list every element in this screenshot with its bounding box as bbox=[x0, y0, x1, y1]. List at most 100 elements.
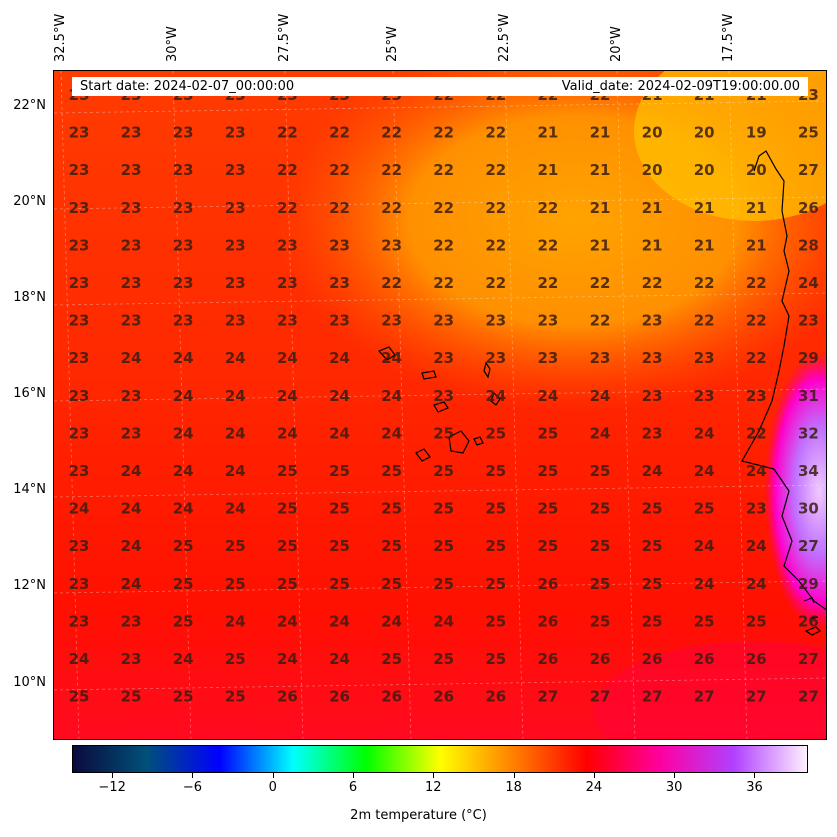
temperature-value: 25 bbox=[537, 500, 558, 518]
colorbar-tick-label: 0 bbox=[268, 780, 277, 795]
meridian-line bbox=[60, 71, 80, 739]
longitude-label: 17.5°W bbox=[721, 13, 736, 62]
longitude-label: 27.5°W bbox=[277, 13, 292, 62]
temperature-value: 25 bbox=[225, 575, 246, 593]
temperature-value: 24 bbox=[329, 612, 350, 630]
temperature-value: 25 bbox=[642, 575, 663, 593]
temperature-value: 21 bbox=[590, 236, 611, 254]
meridian-line bbox=[172, 71, 192, 739]
temperature-value: 25 bbox=[381, 537, 402, 555]
temperature-value: 27 bbox=[537, 688, 558, 706]
temperature-value: 23 bbox=[485, 349, 506, 367]
temperature-value: 21 bbox=[537, 124, 558, 142]
temperature-value: 25 bbox=[381, 650, 402, 668]
temperature-value: 26 bbox=[746, 650, 767, 668]
temperature-value: 26 bbox=[329, 688, 350, 706]
temperature-value: 22 bbox=[485, 124, 506, 142]
temperature-value: 22 bbox=[381, 199, 402, 217]
temperature-value: 24 bbox=[69, 500, 90, 518]
temperature-value: 23 bbox=[537, 349, 558, 367]
warm-region-coast bbox=[764, 351, 826, 631]
temperature-value: 23 bbox=[121, 387, 142, 405]
temperature-value: 23 bbox=[69, 537, 90, 555]
temperature-value: 23 bbox=[121, 274, 142, 292]
temperature-value: 21 bbox=[694, 199, 715, 217]
temperature-value: 27 bbox=[746, 688, 767, 706]
temperature-value: 24 bbox=[381, 349, 402, 367]
temperature-value: 23 bbox=[537, 312, 558, 330]
meridian-line bbox=[728, 71, 748, 739]
temperature-value: 24 bbox=[746, 462, 767, 480]
temperature-value: 25 bbox=[485, 537, 506, 555]
temperature-value: 23 bbox=[69, 161, 90, 179]
temperature-value: 25 bbox=[225, 650, 246, 668]
temperature-value: 22 bbox=[329, 199, 350, 217]
temperature-value: 23 bbox=[121, 424, 142, 442]
temperature-value: 23 bbox=[225, 124, 246, 142]
temperature-value: 25 bbox=[642, 537, 663, 555]
temperature-value: 23 bbox=[485, 312, 506, 330]
temperature-value: 23 bbox=[121, 124, 142, 142]
temperature-value: 25 bbox=[433, 537, 454, 555]
temperature-value: 23 bbox=[433, 349, 454, 367]
latitude-label: 12°N bbox=[13, 578, 46, 593]
temperature-value: 24 bbox=[537, 387, 558, 405]
temperature-value: 24 bbox=[277, 349, 298, 367]
temperature-value: 31 bbox=[798, 387, 819, 405]
temperature-value: 25 bbox=[277, 462, 298, 480]
temperature-value: 25 bbox=[537, 424, 558, 442]
temperature-value: 25 bbox=[173, 688, 194, 706]
temperature-value: 24 bbox=[798, 274, 819, 292]
meridian-line bbox=[392, 71, 412, 739]
temperature-value: 24 bbox=[173, 387, 194, 405]
temperature-value: 24 bbox=[173, 349, 194, 367]
temperature-value: 23 bbox=[746, 500, 767, 518]
temperature-value: 22 bbox=[537, 199, 558, 217]
cape-verde-island-2 bbox=[421, 370, 437, 380]
longitude-label: 25°W bbox=[385, 26, 400, 62]
temperature-value: 22 bbox=[746, 312, 767, 330]
temperature-value: 23 bbox=[173, 199, 194, 217]
temperature-value: 23 bbox=[642, 387, 663, 405]
meridian-line bbox=[504, 71, 524, 739]
temperature-value: 24 bbox=[121, 575, 142, 593]
temperature-value: 25 bbox=[329, 462, 350, 480]
temperature-value: 25 bbox=[485, 650, 506, 668]
temperature-value: 21 bbox=[590, 124, 611, 142]
temperature-value: 25 bbox=[485, 462, 506, 480]
temperature-value: 22 bbox=[277, 161, 298, 179]
colorbar-tick-label: 36 bbox=[746, 780, 763, 795]
temperature-value: 20 bbox=[642, 124, 663, 142]
temperature-value: 20 bbox=[694, 124, 715, 142]
temperature-value: 26 bbox=[642, 650, 663, 668]
temperature-value: 23 bbox=[69, 349, 90, 367]
temperature-value: 26 bbox=[433, 688, 454, 706]
temperature-value: 24 bbox=[694, 575, 715, 593]
temperature-value: 25 bbox=[433, 424, 454, 442]
temperature-value: 25 bbox=[798, 124, 819, 142]
temperature-value: 32 bbox=[798, 424, 819, 442]
temperature-value: 25 bbox=[329, 575, 350, 593]
temperature-value: 21 bbox=[590, 199, 611, 217]
temperature-value: 22 bbox=[433, 236, 454, 254]
temperature-value: 23 bbox=[69, 387, 90, 405]
temperature-value: 24 bbox=[329, 650, 350, 668]
temperature-value: 23 bbox=[329, 274, 350, 292]
temperature-value: 19 bbox=[746, 124, 767, 142]
temperature-value: 24 bbox=[642, 462, 663, 480]
temperature-value: 25 bbox=[433, 500, 454, 518]
temperature-value: 24 bbox=[225, 462, 246, 480]
temperature-value: 25 bbox=[590, 500, 611, 518]
map-panel: 25 23 23 23 23 23 23 22 22 22 22 21 21 21 23 23 23 23 23 22… bbox=[53, 70, 827, 740]
temperature-value: 26 bbox=[798, 612, 819, 630]
temperature-value: 25 bbox=[590, 612, 611, 630]
temperature-value: 25 bbox=[225, 688, 246, 706]
colorbar-tick-label: −12 bbox=[98, 780, 126, 795]
latitude-label: 10°N bbox=[13, 675, 46, 690]
temperature-value: 34 bbox=[798, 462, 819, 480]
temperature-value: 23 bbox=[121, 161, 142, 179]
temperature-value: 23 bbox=[69, 612, 90, 630]
temperature-value: 23 bbox=[69, 236, 90, 254]
temperature-value: 22 bbox=[329, 124, 350, 142]
temperature-value: 23 bbox=[69, 462, 90, 480]
